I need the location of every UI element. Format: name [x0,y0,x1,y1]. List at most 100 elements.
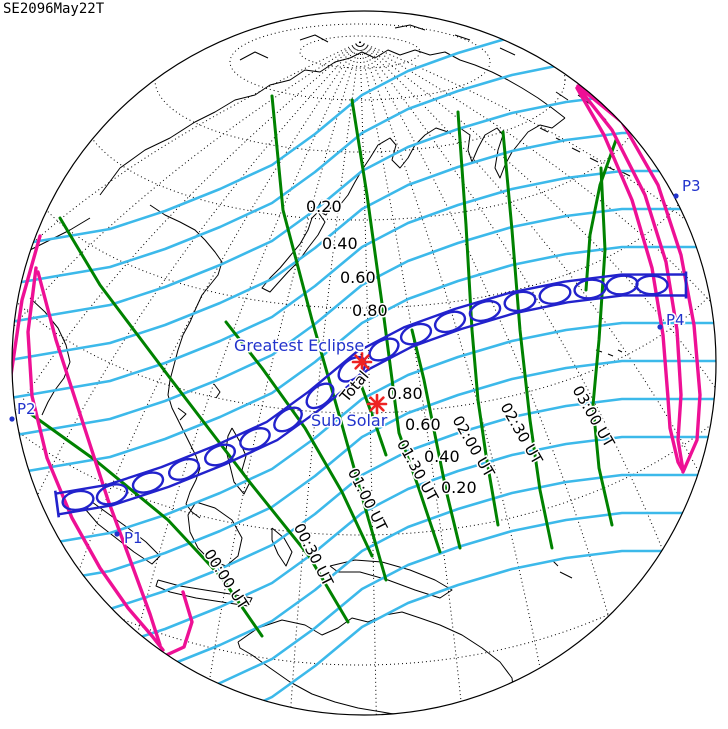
event-markers [9,193,679,537]
umbra-shadow-ellipse [61,489,95,512]
magnitude-isoline [12,549,716,715]
coastline [571,147,581,153]
umbra-shadow-ellipse [368,337,400,362]
meridian-line [15,41,361,413]
greatest-eclipse-leader [356,345,363,358]
globe-outline [11,10,717,716]
coastline [599,424,716,693]
magnitude-label: 0.40 [424,447,460,466]
umbra-shadow-ellipse [131,471,165,494]
magnitude-label: 0.20 [306,197,342,216]
eclipse-annotation-label: Sub Solar [311,411,388,430]
ut-time-lines [26,94,618,638]
coastline [659,154,669,169]
magnitude-isoline [12,511,716,715]
coastline [611,61,627,73]
umbra-shadow-ellipse [168,457,200,481]
coastline [339,117,566,206]
contact-point-dot-p3 [673,193,679,199]
sub-solar-star [366,393,388,415]
magnitude-isoline [12,245,716,492]
penumbra-limit-line [36,270,162,647]
coastline [555,91,569,101]
meridian-line [137,41,361,633]
contact-point-dot-p4 [657,324,663,330]
penumbra-limit-line [576,84,702,474]
magnitude-label: 0.60 [340,268,376,287]
umbra-shadow-ellipse [95,483,129,506]
coastline [589,157,599,163]
map-title: SE2096May22T [3,1,105,17]
meridian-line [359,41,700,473]
parallel-line [79,11,641,221]
coastline [271,527,293,567]
umbra-shadow-ellipse [204,443,236,467]
magnitude-label: 0.80 [352,301,388,320]
coastline [559,571,573,579]
umbra-shadow-ellipse [538,283,572,305]
coastline [621,171,631,177]
coastline [617,349,623,353]
coastline [607,353,614,357]
eclipse-annotation-label: Greatest Eclipse [234,336,364,355]
coastline [454,34,471,41]
umbra-shadow-ellipse [273,406,303,433]
umbra-shadow-ellipse [399,322,433,346]
meridian-line [359,41,541,668]
meridian-line [209,41,361,680]
coastline [85,501,161,565]
umbra-shadow-ellipse [605,274,639,296]
umbra-limit-line [55,273,687,495]
coastline [629,119,641,133]
parallel-line [229,23,491,101]
ut-time-line [584,138,618,292]
coastline [237,611,515,715]
coastline [635,79,649,93]
coastline [29,217,91,251]
ut-time-line [224,320,374,558]
magnitude-isoline [12,321,716,568]
penumbra-limit-line [575,86,685,473]
ut-time-line [350,98,442,554]
coastline [654,99,665,113]
meridian-line [359,41,609,617]
meridian-line [78,41,361,571]
magnitude-label: 0.80 [387,384,423,403]
ut-time-line [358,380,388,457]
coastline [329,559,453,599]
coastline [587,65,601,75]
ut-time-line [26,410,264,638]
umbra-shadow-ellipse [468,299,502,323]
parallel-line [299,35,421,69]
coastline [669,174,679,191]
ut-time-line [456,110,500,527]
penumbra-limit-line [26,266,165,652]
meridian-line [37,41,361,496]
contact-point-label-p3: P3 [682,177,701,195]
parallel-line [12,11,716,666]
umbra-shadow-ellipse [305,382,335,410]
penumbra-limit-line [12,234,194,660]
meridian-line [359,41,686,221]
meridian-line [359,41,712,303]
coastline [99,49,566,196]
contact-point-dot-p2 [9,416,15,422]
umbra-shadow-ellipse [503,290,537,313]
magnitude-isoline [12,397,716,644]
contact-point-dot-p1 [114,531,120,537]
coastline [299,34,329,43]
coastline [394,24,426,31]
contact-point-label-p4: P4 [666,311,685,329]
coastline [213,383,221,399]
magnitude-label: 0.20 [441,478,477,497]
umbra-path-endcap [53,490,61,518]
ut-time-label: 00:30 UT [290,520,337,590]
meridian-line [359,41,377,715]
totality-path [53,271,688,518]
umbra-shadow-ellipse [635,274,669,296]
coastline [261,211,326,293]
